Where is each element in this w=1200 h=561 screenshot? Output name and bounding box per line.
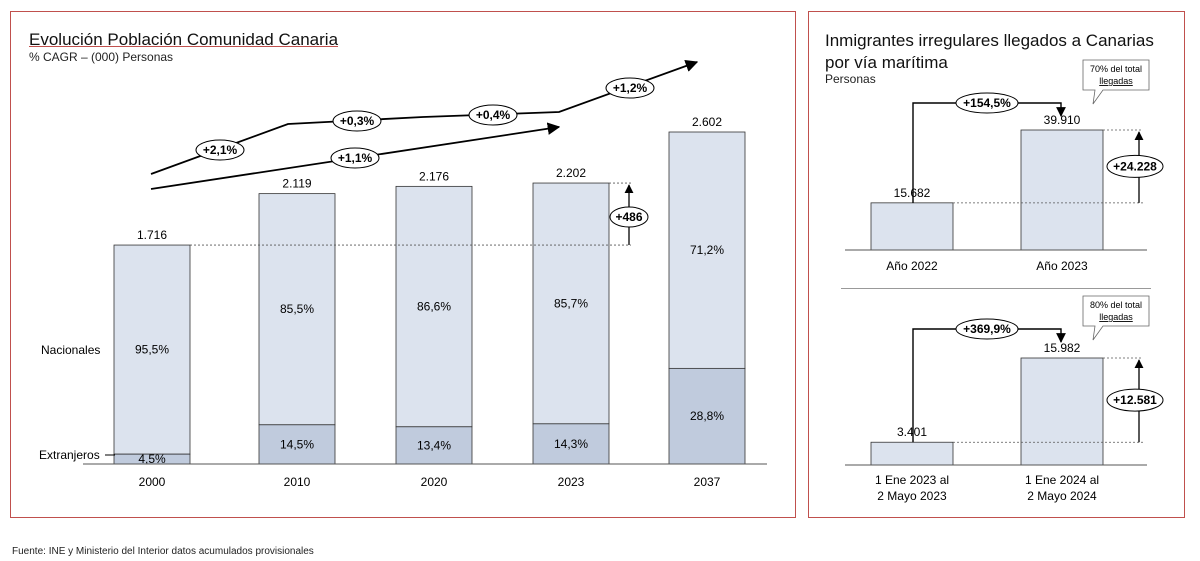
- total-label: 1.716: [137, 228, 167, 242]
- chart-subtitle: Personas: [825, 72, 876, 86]
- difference-ellipse: [609, 206, 649, 228]
- value-label: 3.401: [897, 425, 927, 439]
- population-chart-panel: Evolución Población Comunidad Canaria % …: [10, 11, 796, 518]
- value-label: 39.910: [1044, 113, 1081, 127]
- extranjeros-pct-label: 14,3%: [554, 437, 588, 451]
- cagr-overall-ellipse: [330, 147, 380, 169]
- note-line-2: llegadas: [1099, 76, 1133, 86]
- cagr-label: +2,1%: [203, 143, 238, 157]
- x-tick-label: 2000: [139, 475, 166, 489]
- value-label: 15.682: [894, 186, 931, 200]
- cagr-label: +1,2%: [613, 81, 648, 95]
- x-tick-label: 2 Mayo 2024: [1027, 489, 1097, 503]
- extranjeros-pct-label: 28,8%: [690, 409, 724, 423]
- difference-ellipse: [1106, 154, 1164, 178]
- cagr-period-arrow: [150, 59, 699, 175]
- x-tick-label: Año 2022: [886, 259, 938, 273]
- x-tick-label: Año 2023: [1036, 259, 1088, 273]
- total-label: 2.176: [419, 169, 449, 183]
- cagr-label: +0,4%: [476, 108, 511, 122]
- nacionales-pct-label: 71,2%: [690, 243, 724, 257]
- extranjeros-pct-label: 13,4%: [417, 438, 451, 452]
- bar-1: [1020, 357, 1104, 466]
- difference-ellipse: [1106, 388, 1164, 412]
- chart-title: Evolución Población Comunidad Canaria: [29, 30, 339, 49]
- nacionales-pct-label: 95,5%: [135, 343, 169, 357]
- value-label: 15.982: [1044, 341, 1081, 355]
- bar-extranjeros-2037: [668, 367, 746, 465]
- difference-label: +486: [615, 210, 642, 224]
- population-bar-chart: 1.716 95,5% 4,5% 2000 2.119 85,5% 14,5% 2010 2.1…: [39, 59, 767, 489]
- bar-extranjeros-2010: [258, 424, 336, 465]
- legend-extranjeros: Extranjeros: [39, 448, 100, 462]
- x-tick-label: 2 Mayo 2023: [877, 489, 947, 503]
- total-label: 2.602: [692, 115, 722, 129]
- growth-label: +154,5%: [963, 96, 1011, 110]
- nacionales-pct-label: 85,5%: [280, 302, 314, 316]
- bar-0: [870, 441, 954, 466]
- difference-label: +12.581: [1113, 393, 1157, 407]
- bar-1: [1020, 129, 1104, 251]
- bar-nacionales-2010: [258, 193, 336, 426]
- note-line-2: llegadas: [1099, 312, 1133, 322]
- immigrants-chart-panel: Inmigrantes irregulares llegados a Canar…: [808, 11, 1185, 518]
- nacionales-pct-label: 86,6%: [417, 300, 451, 314]
- difference-label: +24.228: [1113, 159, 1157, 173]
- cagr-label: +0,3%: [340, 114, 375, 128]
- bar-nacionales-2023: [532, 182, 610, 425]
- cagr-ellipse: [605, 77, 655, 99]
- chart-title: Inmigrantes irregulares llegados a Canar…: [825, 31, 1154, 72]
- x-tick-label: 2020: [421, 475, 448, 489]
- bar-0: [870, 202, 954, 251]
- note-callout: [1082, 295, 1150, 341]
- legend-nacionales: Nacionales: [41, 343, 100, 357]
- note-line-1: 70% del total: [1090, 64, 1142, 74]
- immigrants-bar-charts: 15.682 Año 2022 39.910 Año 2023 +154,5% +24.2…: [845, 59, 1164, 503]
- section-divider: [841, 288, 1151, 289]
- bar-nacionales-2037: [668, 131, 746, 369]
- total-label: 2.119: [282, 177, 311, 191]
- bar-nacionales-2020: [395, 185, 473, 428]
- source-note: Fuente: INE y Ministerio del Interior da…: [12, 546, 314, 557]
- growth-ellipse: [955, 318, 1019, 340]
- growth-label: +369,9%: [963, 322, 1011, 336]
- x-tick-label: 2037: [694, 475, 721, 489]
- x-tick-label: 1 Ene 2024 al: [1025, 473, 1099, 487]
- note-line-1: 80% del total: [1090, 300, 1142, 310]
- x-tick-label: 2010: [284, 475, 311, 489]
- cagr-ellipse: [332, 110, 382, 132]
- cagr-overall-label: +1,1%: [338, 151, 373, 165]
- bar-extranjeros-2020: [395, 426, 473, 465]
- nacionales-pct-label: 85,7%: [554, 296, 588, 310]
- extranjeros-pct-label: 4,5%: [138, 452, 166, 466]
- bar-extranjeros-2023: [532, 423, 610, 465]
- total-label: 2.202: [556, 166, 586, 180]
- chart-subtitle: % CAGR – (000) Personas: [29, 50, 174, 64]
- cagr-ellipse: [195, 139, 245, 161]
- growth-ellipse: [955, 92, 1019, 114]
- x-tick-label: 2023: [558, 475, 585, 489]
- bar-nacionales-2000: [113, 244, 191, 455]
- cagr-ellipse: [468, 104, 518, 126]
- extranjeros-pct-label: 14,5%: [280, 437, 314, 451]
- x-tick-label: 1 Ene 2023 al: [875, 473, 949, 487]
- note-callout: [1082, 59, 1150, 105]
